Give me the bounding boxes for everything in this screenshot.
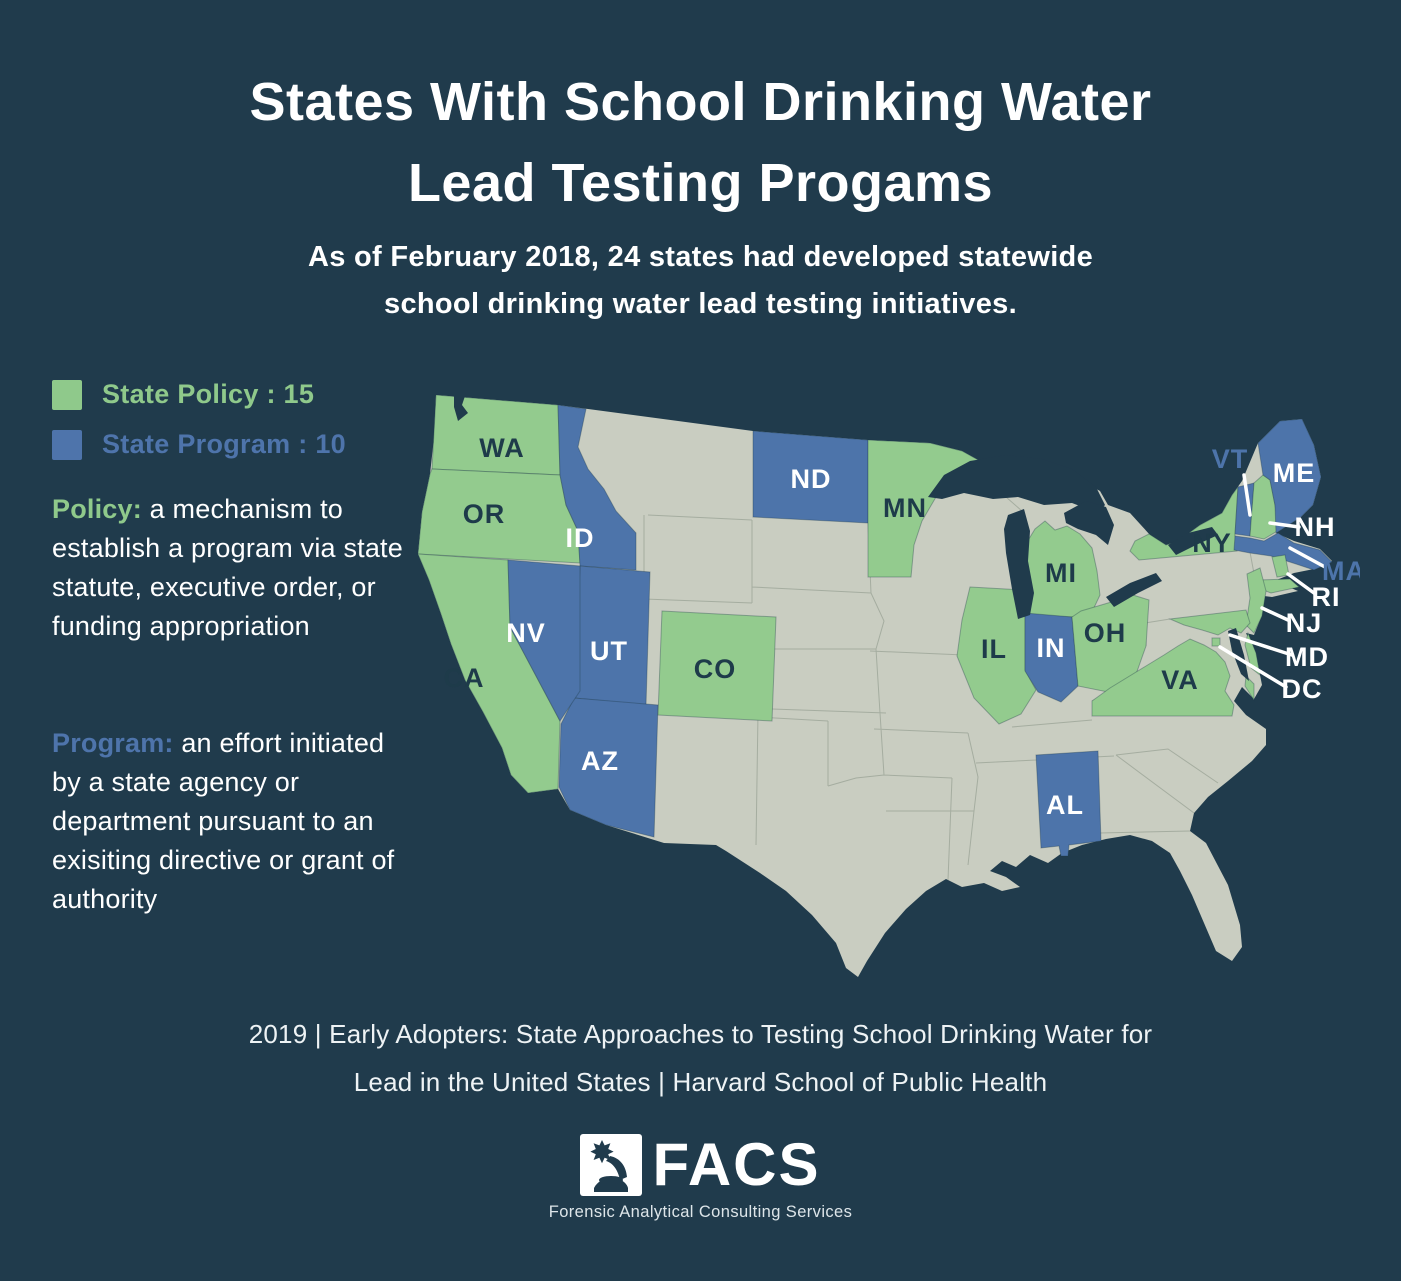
state-label-oh: OH [1084, 618, 1127, 648]
lake-michigan [1004, 509, 1034, 619]
gray-state-borders [643, 482, 1256, 881]
state-label-al: AL [1046, 790, 1084, 820]
state-label-nh: NH [1295, 512, 1336, 542]
state-label-ca: CA [444, 663, 485, 693]
state-label-ri: RI [1312, 582, 1341, 612]
state-dc [1211, 637, 1221, 647]
state-label-id: ID [566, 523, 595, 553]
state-az [558, 697, 659, 838]
page-title: States With School Drinking Water Lead T… [0, 62, 1401, 224]
facs-logo: FACS Forensic Analytical Consulting Serv… [0, 1134, 1401, 1222]
us-choropleth-map: WA OR CA NV ID UT AZ CO ND MN IL IN MI O… [408, 383, 1365, 1005]
state-nj [1245, 567, 1267, 634]
state-label-mn: MN [883, 493, 927, 523]
state-label-md: MD [1285, 642, 1329, 672]
policy-legend-label: State Policy : 15 [102, 379, 315, 409]
puget-sound [454, 393, 468, 421]
lake-erie [1106, 573, 1162, 607]
state-label-az: AZ [581, 746, 619, 776]
subtitle-line-2: school drinking water lead testing initi… [384, 287, 1017, 320]
dc-callout-line [1218, 645, 1288, 689]
source-line-2: Lead in the United States | Harvard Scho… [353, 1067, 1048, 1097]
lake-ontario [1168, 527, 1218, 555]
state-md [1168, 609, 1251, 636]
ri-callout-line [1286, 572, 1316, 595]
title-line-1: States With School Drinking Water [249, 72, 1152, 132]
program-term: Program: [52, 728, 174, 758]
policy-term: Policy: [52, 494, 142, 524]
program-swatch [52, 429, 82, 460]
state-label-mi: MI [1045, 558, 1077, 588]
state-label-vt: VT [1212, 444, 1249, 474]
us-map-svg: WA OR CA NV ID UT AZ CO ND MN IL IN MI O… [417, 393, 1365, 977]
subtitle: As of February 2018, 24 states had devel… [0, 234, 1401, 328]
chesapeake-bay [1228, 628, 1249, 681]
state-me [1257, 418, 1322, 534]
state-md-eastern-shore [1244, 631, 1261, 677]
state-oh [1071, 594, 1150, 693]
program-text: an effort initiated by a state agency or… [52, 728, 395, 914]
state-label-il: IL [981, 634, 1007, 664]
subtitle-line-1: As of February 2018, 24 states had devel… [308, 241, 1093, 273]
vt-callout-line [1242, 473, 1252, 517]
ma-callout-line [1288, 546, 1327, 569]
logo-row: FACS [580, 1134, 820, 1196]
state-label-ma: MA [1322, 556, 1360, 586]
logo-tagline: Forensic Analytical Consulting Services [548, 1203, 853, 1221]
lake-huron [1064, 501, 1114, 545]
state-va-eastern-shore [1244, 674, 1255, 702]
state-label-ny: NY [1192, 528, 1232, 558]
program-legend-label: State Program : 10 [102, 429, 346, 459]
state-label-in: IN [1037, 633, 1066, 663]
state-id [557, 404, 637, 571]
state-label-dc: DC [1282, 674, 1323, 704]
legend: State Policy : 15 State Program : 10 [52, 379, 346, 479]
policy-swatch [52, 379, 82, 410]
state-label-me: ME [1273, 458, 1316, 488]
state-label-nd: ND [791, 464, 832, 494]
microscope-icon [580, 1134, 643, 1196]
state-label-ut: UT [590, 636, 628, 666]
state-co [657, 610, 777, 722]
title-line-2: Lead Testing Progams [407, 153, 994, 213]
legend-item-policy: State Policy : 15 [52, 379, 346, 410]
lake-superior [928, 455, 1105, 513]
state-label-nv: NV [506, 618, 546, 648]
state-label-va: VA [1161, 665, 1199, 695]
policy-text: a mechanism to establish a program via s… [52, 494, 403, 641]
state-va [1091, 638, 1235, 717]
state-al [1035, 750, 1102, 857]
source-citation: 2019 | Early Adopters: State Approaches … [0, 1010, 1401, 1106]
program-definition: Program: an effort initiated by a state … [52, 724, 404, 919]
state-ny [1129, 485, 1239, 561]
policy-definition: Policy: a mechanism to establish a progr… [52, 490, 404, 646]
legend-item-program: State Program : 10 [52, 429, 346, 460]
state-label-nj: NJ [1286, 608, 1323, 638]
state-ma [1233, 532, 1333, 571]
source-line-1: 2019 | Early Adopters: State Approaches … [248, 1019, 1153, 1049]
state-nv [507, 559, 581, 722]
state-label-or: OR [463, 499, 506, 529]
md-callout-line [1228, 633, 1294, 657]
state-label-wa: WA [479, 433, 525, 463]
state-label-co: CO [694, 654, 737, 684]
nh-callout-line [1268, 521, 1301, 529]
nj-callout-line [1260, 606, 1290, 622]
logo-wordmark: FACS [652, 1131, 821, 1198]
